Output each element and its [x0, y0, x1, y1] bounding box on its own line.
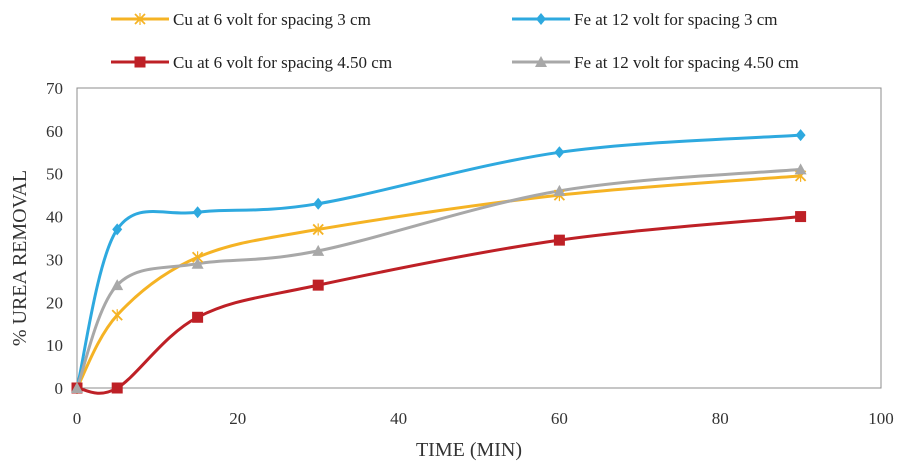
data-point-series-2	[554, 146, 565, 159]
x-axis-title: TIME (MIN)	[416, 439, 522, 461]
legend-label: Fe at 12 volt for spacing 3 cm	[574, 10, 778, 29]
y-tick-label: 60	[46, 122, 63, 141]
series-line-4	[75, 167, 803, 390]
plot-area	[76, 87, 882, 389]
data-point-series-4	[794, 163, 807, 175]
legend-item: Cu at 6 volt for spacing 3 cm	[111, 10, 371, 29]
plot-frame	[76, 87, 882, 389]
y-axis-title: % UREA REMOVAL	[9, 170, 31, 346]
y-tick-label: 20	[46, 293, 63, 312]
legend-marker	[536, 13, 546, 25]
data-point-series-3	[111, 382, 123, 394]
data-point-series-1	[312, 223, 324, 236]
x-tick-label: 40	[390, 409, 407, 428]
y-tick-label: 0	[55, 379, 64, 398]
data-point-series-4	[553, 184, 566, 196]
legend-marker	[134, 56, 146, 68]
legend: Cu at 6 volt for spacing 3 cm Fe at 12 vo…	[111, 10, 799, 72]
y-tick-label: 50	[46, 165, 63, 184]
data-point-series-2	[313, 197, 324, 210]
data-point-series-3	[192, 311, 204, 323]
legend-item: Cu at 6 volt for spacing 4.50 cm	[111, 53, 392, 72]
series-line-1	[75, 174, 803, 390]
series-lines	[75, 133, 803, 395]
data-point-series-2	[112, 223, 123, 236]
y-tick-label: 10	[46, 336, 63, 355]
y-axis-ticks: 0 10 20 30 40 50 60 70	[46, 79, 63, 398]
y-tick-label: 30	[46, 250, 63, 269]
y-tick-label: 40	[46, 208, 63, 227]
legend-label: Cu at 6 volt for spacing 3 cm	[173, 10, 371, 29]
data-point-series-3	[553, 234, 565, 246]
legend-label: Cu at 6 volt for spacing 4.50 cm	[173, 53, 392, 72]
data-point-series-2	[795, 129, 806, 142]
series-line-2	[75, 133, 803, 390]
data-point-series-4	[71, 382, 83, 393]
data-point-series-4	[191, 257, 204, 269]
data-point-series-3	[312, 279, 324, 291]
legend-marker	[134, 13, 146, 25]
y-tick-label: 70	[46, 79, 63, 98]
legend-label: Fe at 12 volt for spacing 4.50 cm	[574, 53, 799, 72]
x-tick-label: 100	[868, 409, 894, 428]
x-tick-label: 0	[73, 409, 82, 428]
legend-marker	[535, 56, 547, 67]
x-tick-label: 80	[712, 409, 729, 428]
data-point-series-2	[192, 206, 203, 219]
x-tick-label: 20	[229, 409, 246, 428]
x-axis-ticks: 0 20 40 60 80 100	[73, 409, 894, 428]
data-point-series-4	[312, 244, 325, 256]
legend-item: Fe at 12 volt for spacing 3 cm	[512, 10, 778, 29]
data-point-series-4	[111, 279, 124, 291]
series-markers	[71, 129, 807, 394]
data-point-series-3	[795, 211, 807, 223]
series-line-3	[75, 215, 803, 395]
data-point-series-1	[111, 309, 123, 322]
legend-item: Fe at 12 volt for spacing 4.50 cm	[512, 53, 799, 72]
x-tick-label: 60	[551, 409, 568, 428]
